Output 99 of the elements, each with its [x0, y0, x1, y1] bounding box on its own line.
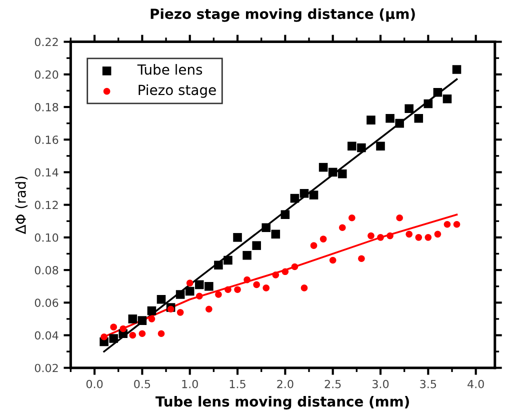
point [442, 94, 452, 104]
point [272, 272, 280, 278]
y-tick-label: 0.22 [34, 38, 58, 46]
y-tick-label: 0.18 [34, 102, 58, 112]
point [415, 234, 422, 241]
point [366, 116, 376, 124]
point [386, 114, 394, 123]
point [444, 220, 451, 228]
y-tick-label: 0.20 [34, 70, 58, 79]
point [224, 256, 232, 265]
y-tick-label: 0.14 [34, 168, 58, 177]
point [424, 234, 432, 241]
point [224, 286, 232, 293]
x-tick-label: 2.0 [277, 380, 294, 388]
point [120, 325, 127, 332]
point [357, 143, 366, 152]
line-series [103, 78, 458, 352]
point [158, 330, 165, 338]
point [176, 309, 184, 316]
point [185, 286, 194, 296]
point [253, 281, 260, 288]
point [196, 292, 203, 300]
point [310, 242, 318, 249]
legend-label: Piezo stage [138, 84, 216, 98]
point [320, 236, 327, 242]
point [129, 332, 136, 339]
point [291, 263, 298, 270]
point [214, 260, 223, 270]
point [338, 224, 346, 232]
point [424, 99, 433, 108]
point [262, 223, 271, 232]
point [358, 255, 365, 262]
point [233, 233, 242, 242]
point [138, 316, 147, 325]
point [206, 306, 212, 313]
x-tick-label: 4.0 [468, 380, 484, 388]
point [215, 291, 222, 298]
point [167, 306, 174, 313]
x-tick-label: 3.0 [372, 380, 389, 388]
x-tick-label: 1.0 [182, 380, 198, 388]
x-tick-label: 1.5 [230, 380, 246, 388]
point [368, 232, 374, 240]
point [176, 290, 185, 299]
point [300, 284, 308, 292]
point [452, 65, 462, 74]
point [195, 280, 204, 290]
point [300, 189, 309, 198]
point [348, 142, 356, 151]
x-tick-label: 2.5 [324, 380, 341, 388]
y-tick-label: 0.16 [34, 136, 58, 144]
point [280, 210, 290, 219]
point [386, 232, 394, 240]
y-tick-label: 0.06 [34, 298, 58, 308]
point [271, 230, 280, 239]
point [377, 234, 384, 241]
point [433, 88, 442, 97]
point [329, 256, 336, 264]
point [406, 230, 413, 238]
point [328, 168, 338, 177]
point [186, 280, 194, 286]
point [128, 314, 138, 324]
point [252, 241, 261, 250]
point [147, 306, 156, 316]
x2-axis-title: Piezo stage moving distance (μm) [150, 8, 415, 22]
point [109, 334, 118, 343]
point [282, 268, 289, 276]
point [156, 294, 166, 304]
y-tick-label: 0.12 [34, 200, 58, 210]
y-axis-title: ΔΦ (rad) [15, 176, 28, 234]
point [348, 214, 356, 222]
point [338, 169, 347, 178]
x-tick-label: 0.5 [134, 380, 150, 388]
point [453, 220, 460, 228]
point [434, 230, 442, 238]
y-tick-label: 0.10 [34, 233, 58, 242]
legend-label: Tube lens [137, 64, 202, 75]
point [414, 114, 424, 123]
point [309, 190, 318, 200]
point [396, 214, 403, 222]
x-axis-title: Tube lens moving distance (mm) [156, 396, 409, 410]
point [376, 142, 385, 151]
point [110, 324, 117, 330]
point [234, 286, 241, 293]
point [242, 250, 252, 260]
y-tick-label: 0.04 [34, 331, 58, 340]
point [148, 316, 156, 322]
point [204, 282, 214, 291]
point [395, 118, 404, 128]
point [404, 104, 414, 114]
y-tick-label: 0.02 [34, 364, 58, 372]
point [244, 276, 250, 284]
x-tick-label: 3.5 [420, 380, 436, 388]
point [290, 194, 300, 203]
x-tick-label: 0.0 [86, 380, 103, 388]
point [138, 330, 146, 338]
point [100, 333, 108, 340]
point [262, 284, 270, 292]
y-tick-label: 0.08 [34, 266, 58, 274]
point [318, 162, 328, 172]
